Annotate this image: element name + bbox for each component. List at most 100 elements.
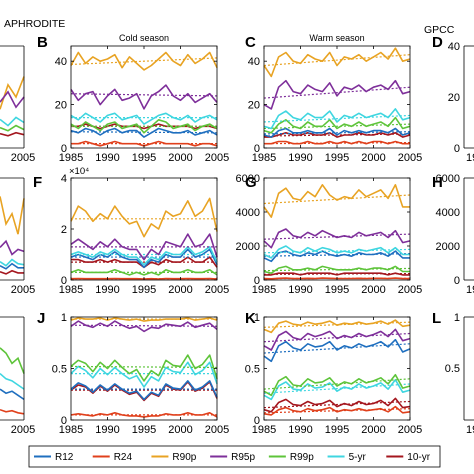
series-line-R90p — [263, 47, 411, 78]
legend-box — [28, 445, 441, 468]
series-line-5-yr — [70, 246, 218, 266]
panel-K: 0 0.5 1 1985 1990 1995 2000 2005 K — [245, 310, 423, 436]
x-tick-label: 1985 — [59, 424, 83, 436]
legend-label: R95p — [231, 452, 255, 463]
x-tick-label: 1990 — [95, 284, 119, 296]
series-line-5-yr — [263, 245, 410, 259]
x-tick-label: 2000 — [361, 284, 385, 296]
y-tick-label: 0 — [61, 415, 67, 427]
y-tick-label: 4000 — [236, 207, 260, 219]
y-tick-label: 40 — [248, 56, 260, 68]
series-line-R12 — [70, 380, 218, 401]
y-tick-label: 0.5 — [52, 364, 67, 376]
legend-item-R95p: R95p — [210, 452, 255, 463]
panel-label: H — [432, 174, 443, 191]
trend-line-R99p — [263, 267, 411, 272]
edge-y-tick-label: 0 — [454, 143, 460, 155]
trend-line-R12 — [263, 253, 411, 257]
x-tick-label: 1995 — [325, 152, 349, 164]
y-tick-label: 0 — [254, 415, 260, 427]
trend-line-R95p — [70, 324, 218, 327]
edge-x-tick-label: 19 — [466, 152, 474, 164]
right-edge-panel: L 0.5 1 19 — [432, 310, 474, 436]
series-line-5-yr — [70, 361, 218, 388]
edge-line-R99p — [0, 124, 25, 132]
legend-label: R90p — [172, 452, 196, 463]
y-tick-label: 40 — [55, 56, 67, 68]
trend-line-R24 — [263, 141, 411, 145]
x-tick-label: 1985 — [59, 284, 83, 296]
series-line-5-yr — [263, 378, 411, 401]
legend-item-R99p: R99p — [268, 452, 314, 463]
edge-line-R99p — [0, 347, 25, 374]
trend-line-5-yr — [263, 114, 411, 123]
right-edge-panel: D 0 20 40 19 — [432, 34, 474, 164]
header-aphrodite: APHRODITE — [4, 18, 65, 30]
panel-B: 0 20 40 1985 1990 1995 2000 2005 B Cold season — [37, 33, 229, 164]
series-line-R90p — [70, 197, 218, 238]
series-line-R90p — [70, 51, 218, 71]
edge-y-tick-label: 0.5 — [445, 363, 460, 375]
trend-line-R95p — [70, 93, 218, 97]
trend-line-R99p — [70, 365, 218, 369]
legend-label: 5-yr — [349, 452, 367, 463]
edge-line-5-yr — [0, 372, 25, 390]
x-tick-label: 1985 — [252, 284, 276, 296]
series-line-10-yr — [263, 397, 411, 413]
right-edge-panel: H 0 2000 4000 6000 19 — [432, 173, 474, 296]
trend-line-R99p — [263, 123, 411, 130]
edge-y-tick-label: 4000 — [436, 207, 460, 219]
y-tick-label: 0 — [61, 143, 67, 155]
edge-line-R24 — [0, 408, 25, 415]
edge-line-5-yr — [0, 116, 25, 127]
y-tick-label: 0 — [61, 275, 67, 287]
panel-G: 0 2000 4000 6000 1985 1990 1995 2000 2005 G — [236, 173, 423, 296]
series-line-R99p — [263, 373, 411, 397]
panel-label: F — [33, 174, 42, 191]
panel-title: Warm season — [309, 33, 364, 43]
trend-line-R24 — [263, 408, 411, 414]
series-line-5-yr — [70, 112, 218, 125]
legend-item-R90p: R90p — [151, 452, 197, 463]
x-tick-label: 2000 — [168, 284, 192, 296]
series-line-R24 — [263, 405, 411, 416]
x-tick-label: 1985 — [252, 152, 276, 164]
trend-line-R90p — [70, 57, 218, 66]
series-line-R12 — [263, 338, 411, 363]
x-tick-label: 1995 — [325, 284, 349, 296]
series-line-R90p — [263, 184, 410, 218]
legend: R12 R24 R90p R95p R99p 5-yr 10-yr — [28, 445, 441, 468]
panel-label: G — [245, 174, 257, 191]
y-tick-label: 20 — [55, 100, 67, 112]
panel-label: B — [37, 34, 48, 51]
series-line-R95p — [263, 79, 411, 110]
edge-y-tick-label: 40 — [448, 41, 460, 53]
y-tick-label: 0.5 — [245, 364, 260, 376]
edge-x-tick-label: 2005 — [11, 152, 35, 164]
x-tick-label: 2005 — [398, 152, 422, 164]
trend-line-R95p — [263, 332, 411, 343]
x-tick-label: 2005 — [205, 424, 229, 436]
legend-item-R24: R24 — [92, 452, 133, 463]
edge-y-tick-label: 20 — [448, 92, 460, 104]
y-tick-label: 4 — [61, 173, 67, 185]
trend-line-R95p — [263, 86, 411, 99]
panel-label: C — [245, 34, 256, 51]
trend-line-10-yr — [263, 272, 411, 275]
trend-line-R90p — [263, 321, 411, 328]
legend-label: 10-yr — [407, 452, 430, 463]
edge-line-R95p — [0, 90, 25, 109]
y-tick-label: 0 — [254, 275, 260, 287]
x-tick-label: 1995 — [132, 424, 156, 436]
x-tick-label: 2005 — [398, 284, 422, 296]
edge-line-R90p — [0, 76, 25, 110]
legend-label: R24 — [114, 452, 133, 463]
series-line-R99p — [70, 354, 218, 382]
edge-y-tick-label: 2000 — [436, 241, 460, 253]
trend-line-R99p — [263, 378, 411, 390]
x-tick-label: 1990 — [95, 152, 119, 164]
x-tick-label: 1985 — [59, 152, 83, 164]
edge-y-tick-label: 6000 — [436, 173, 460, 185]
legend-label: R12 — [55, 452, 74, 463]
